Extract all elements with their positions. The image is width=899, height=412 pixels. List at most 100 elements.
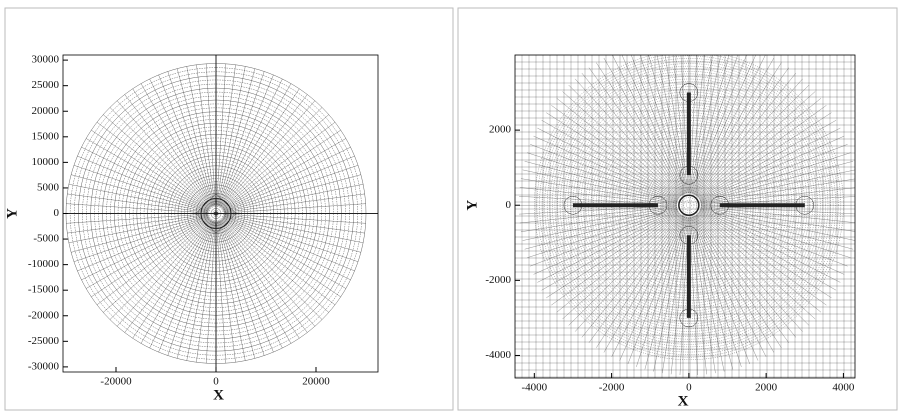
mesh-ring: [686, 203, 691, 208]
mesh-spoke: [534, 210, 678, 274]
mesh-spoke: [694, 216, 758, 360]
mesh-spoke: [693, 217, 742, 367]
mesh: [515, 35, 859, 378]
mesh-spoke: [219, 221, 273, 352]
mesh-spoke: [695, 216, 774, 353]
mesh-spoke: [177, 69, 214, 206]
mesh-ring: [684, 200, 694, 210]
mesh-ring: [681, 198, 696, 213]
mesh-spoke: [695, 58, 774, 195]
mesh-spoke: [700, 209, 850, 258]
mesh-spoke: [575, 79, 681, 196]
mesh-spoke: [219, 75, 273, 206]
mesh-spoke: [693, 47, 750, 195]
mesh-spoke: [604, 58, 683, 195]
mesh-spoke: [224, 216, 361, 253]
mesh-spoke: [697, 85, 809, 197]
y-tick-label: 0: [506, 199, 512, 211]
y-tick-label: -2000: [485, 274, 511, 286]
y-tick-label: 30000: [32, 54, 60, 66]
mesh-spoke: [223, 217, 354, 271]
x-tick-label: -20000: [100, 376, 132, 388]
mesh-spoke: [696, 68, 789, 196]
mesh-spoke: [125, 220, 211, 333]
mesh-spoke: [582, 73, 681, 196]
mesh-spoke: [159, 221, 213, 352]
mesh-spoke: [697, 214, 809, 326]
y-tick-label: 20000: [32, 105, 60, 117]
mesh-spoke: [604, 216, 683, 353]
mesh-spoke: [620, 50, 684, 194]
mesh-spoke: [77, 217, 208, 271]
x-axis-title: X: [678, 393, 689, 409]
mesh-spoke: [77, 156, 208, 210]
mesh-spoke: [97, 122, 210, 208]
mesh-spoke: [697, 79, 803, 196]
mesh-spoke: [694, 50, 758, 194]
mesh-spoke: [222, 219, 322, 319]
mesh-spoke: [222, 107, 322, 207]
x-tick-label: 4000: [832, 382, 855, 394]
y-axis-title: Y: [464, 200, 480, 211]
y-tick-label: -10000: [28, 258, 60, 270]
figure: -200000200003000025000200001500010000500…: [0, 0, 899, 412]
mesh-spoke: [530, 210, 678, 267]
mesh-spoke: [125, 94, 211, 207]
mesh-spoke: [534, 136, 678, 200]
mesh-spoke: [693, 216, 750, 364]
mesh-spoke: [569, 85, 681, 197]
mesh-spoke: [612, 54, 684, 195]
y-tick-label: 2000: [489, 124, 512, 136]
y-tick-label: 15000: [32, 130, 60, 142]
y-tick-label: 5000: [37, 181, 60, 193]
mesh-spoke: [700, 136, 844, 200]
x-tick-label: 0: [213, 376, 219, 388]
mesh-spoke: [110, 219, 210, 319]
mesh-spoke: [110, 107, 210, 207]
mesh-spoke: [699, 105, 827, 198]
mesh-spoke: [223, 156, 354, 210]
mesh-spoke: [582, 215, 681, 338]
y-tick-label: 25000: [32, 79, 60, 91]
mesh-spoke: [563, 91, 680, 197]
mesh-spoke: [530, 144, 678, 201]
x-tick-label: 2000: [755, 382, 778, 394]
y-tick-label: -4000: [485, 349, 511, 361]
mesh-spoke: [700, 210, 844, 274]
x-tick-label: 20000: [302, 376, 330, 388]
mesh-spoke: [220, 221, 283, 348]
mesh-spoke: [221, 220, 307, 333]
y-tick-label: -20000: [28, 309, 60, 321]
x-tick-label: -2000: [599, 382, 625, 394]
x-axis-title: X: [213, 387, 224, 403]
mesh-spoke: [698, 91, 815, 197]
x-tick-label: -4000: [521, 382, 547, 394]
hub: [679, 195, 699, 215]
mesh-spoke: [700, 144, 848, 201]
mesh: [63, 55, 378, 372]
mesh-spoke: [224, 175, 361, 212]
mesh-spoke: [620, 216, 684, 360]
y-tick-label: -30000: [28, 360, 60, 372]
mesh-spoke: [569, 214, 681, 326]
mesh-spoke: [700, 128, 841, 200]
y-axis-title: Y: [4, 208, 20, 219]
y-tick-label: 10000: [32, 156, 60, 168]
mesh-spoke: [221, 94, 307, 207]
plot-frame: [515, 55, 855, 378]
y-tick-label: 0: [54, 207, 60, 219]
mesh-spoke: [159, 75, 213, 206]
mesh-spoke: [694, 54, 766, 195]
y-tick-label: -5000: [33, 233, 59, 245]
mesh-spoke: [700, 210, 848, 267]
y-tick-label: -25000: [28, 335, 60, 347]
mesh-spoke: [563, 213, 680, 319]
mesh-spoke: [537, 128, 678, 200]
y-tick-label: -15000: [28, 284, 60, 296]
mesh-spoke: [557, 98, 680, 197]
mesh-spoke: [222, 218, 335, 304]
mesh-spoke: [222, 122, 335, 208]
x-tick-label: 0: [686, 382, 692, 394]
mesh-spoke: [698, 213, 815, 319]
mesh-spoke: [97, 218, 210, 304]
